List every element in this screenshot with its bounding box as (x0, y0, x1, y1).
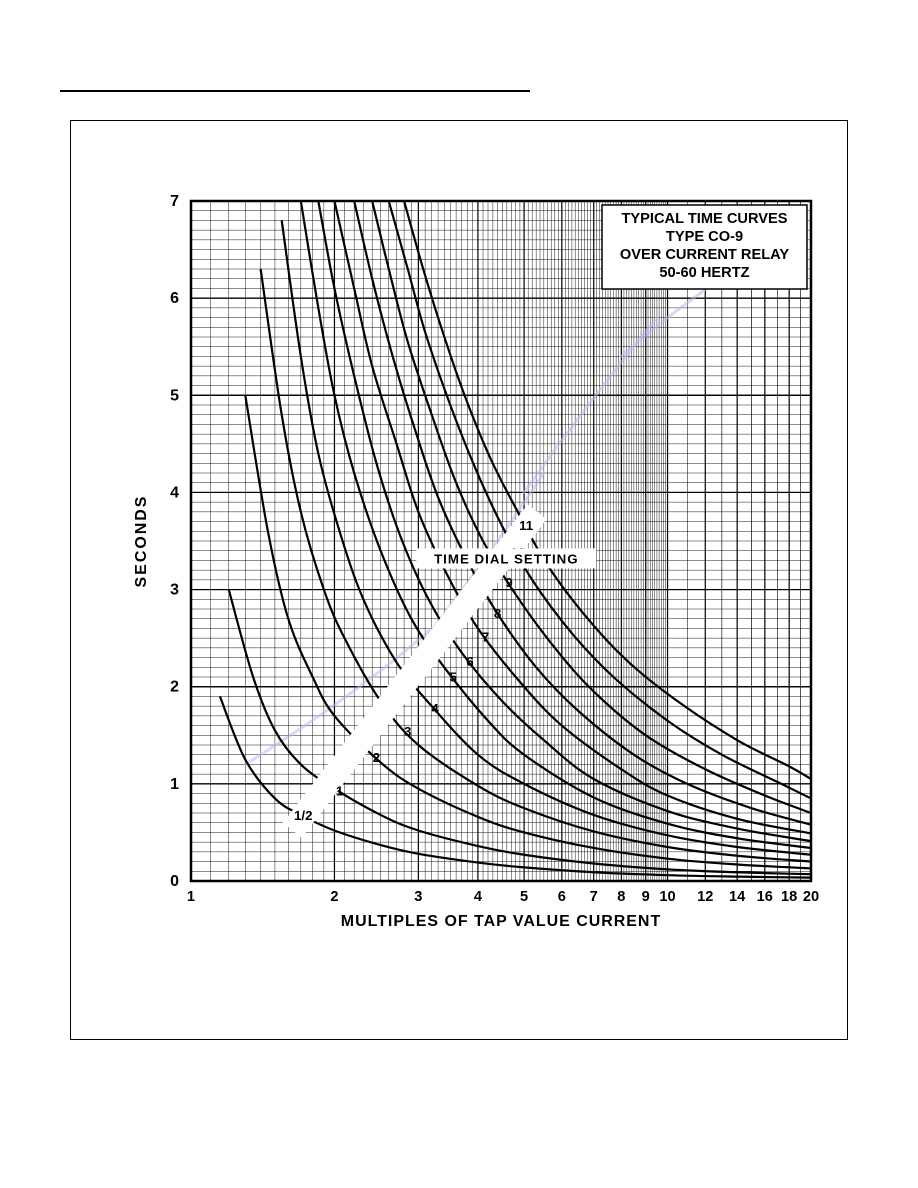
x-tick-label: 10 (659, 889, 675, 905)
x-tick-label: 4 (474, 889, 483, 905)
x-tick-label: 14 (729, 889, 746, 905)
chart-title-line: TYPICAL TIME CURVES (621, 211, 787, 227)
x-tick-label: 3 (414, 889, 422, 905)
x-tick-label: 6 (558, 889, 566, 905)
chart-title-line: 50-60 HERTZ (659, 265, 749, 281)
dial-label: 2 (373, 750, 380, 765)
dial-label: 3 (404, 724, 411, 739)
y-tick-label: 4 (170, 484, 179, 501)
x-tick-label: 5 (520, 889, 528, 905)
x-tick-label: 16 (757, 889, 773, 905)
top-horizontal-rule (60, 90, 530, 92)
figure-frame: 1/21234567891011TIME DIAL SETTINGTYPICAL… (70, 120, 848, 1040)
chart-container: 1/21234567891011TIME DIAL SETTINGTYPICAL… (121, 181, 821, 981)
x-tick-label: 12 (697, 889, 713, 905)
y-tick-label: 5 (170, 387, 179, 404)
chart-title-line: OVER CURRENT RELAY (620, 247, 790, 263)
x-axis-title: MULTIPLES OF TAP VALUE CURRENT (341, 913, 661, 930)
x-tick-label: 1 (187, 889, 195, 905)
dial-label: 4 (431, 701, 439, 716)
dial-label: 9 (505, 575, 512, 590)
y-tick-label: 6 (170, 290, 179, 307)
dial-label: 6 (466, 654, 473, 669)
x-tick-label: 9 (642, 889, 650, 905)
y-tick-label: 3 (170, 582, 179, 599)
y-tick-label: 2 (170, 679, 179, 696)
y-tick-label: 1 (170, 776, 179, 793)
chart-title-line: TYPE CO-9 (666, 229, 743, 245)
x-tick-label: 7 (590, 889, 598, 905)
x-tick-label: 20 (803, 889, 819, 905)
page: 1/21234567891011TIME DIAL SETTINGTYPICAL… (0, 0, 918, 1188)
dial-label: 5 (450, 669, 458, 684)
dial-label: 1/2 (294, 808, 313, 823)
x-tick-label: 2 (330, 889, 338, 905)
dial-label: 7 (482, 629, 489, 644)
y-axis-title: SECONDS (133, 495, 150, 588)
x-tick-label: 8 (617, 889, 625, 905)
time-curve-chart: 1/21234567891011TIME DIAL SETTINGTYPICAL… (121, 181, 821, 981)
x-tick-label: 18 (781, 889, 797, 905)
dial-label: 1 (336, 783, 344, 798)
y-tick-label: 0 (170, 873, 179, 890)
time-dial-setting-label: TIME DIAL SETTING (434, 551, 579, 566)
dial-label: 8 (494, 606, 501, 621)
y-tick-label: 7 (170, 193, 179, 210)
dial-label: 11 (519, 518, 534, 533)
